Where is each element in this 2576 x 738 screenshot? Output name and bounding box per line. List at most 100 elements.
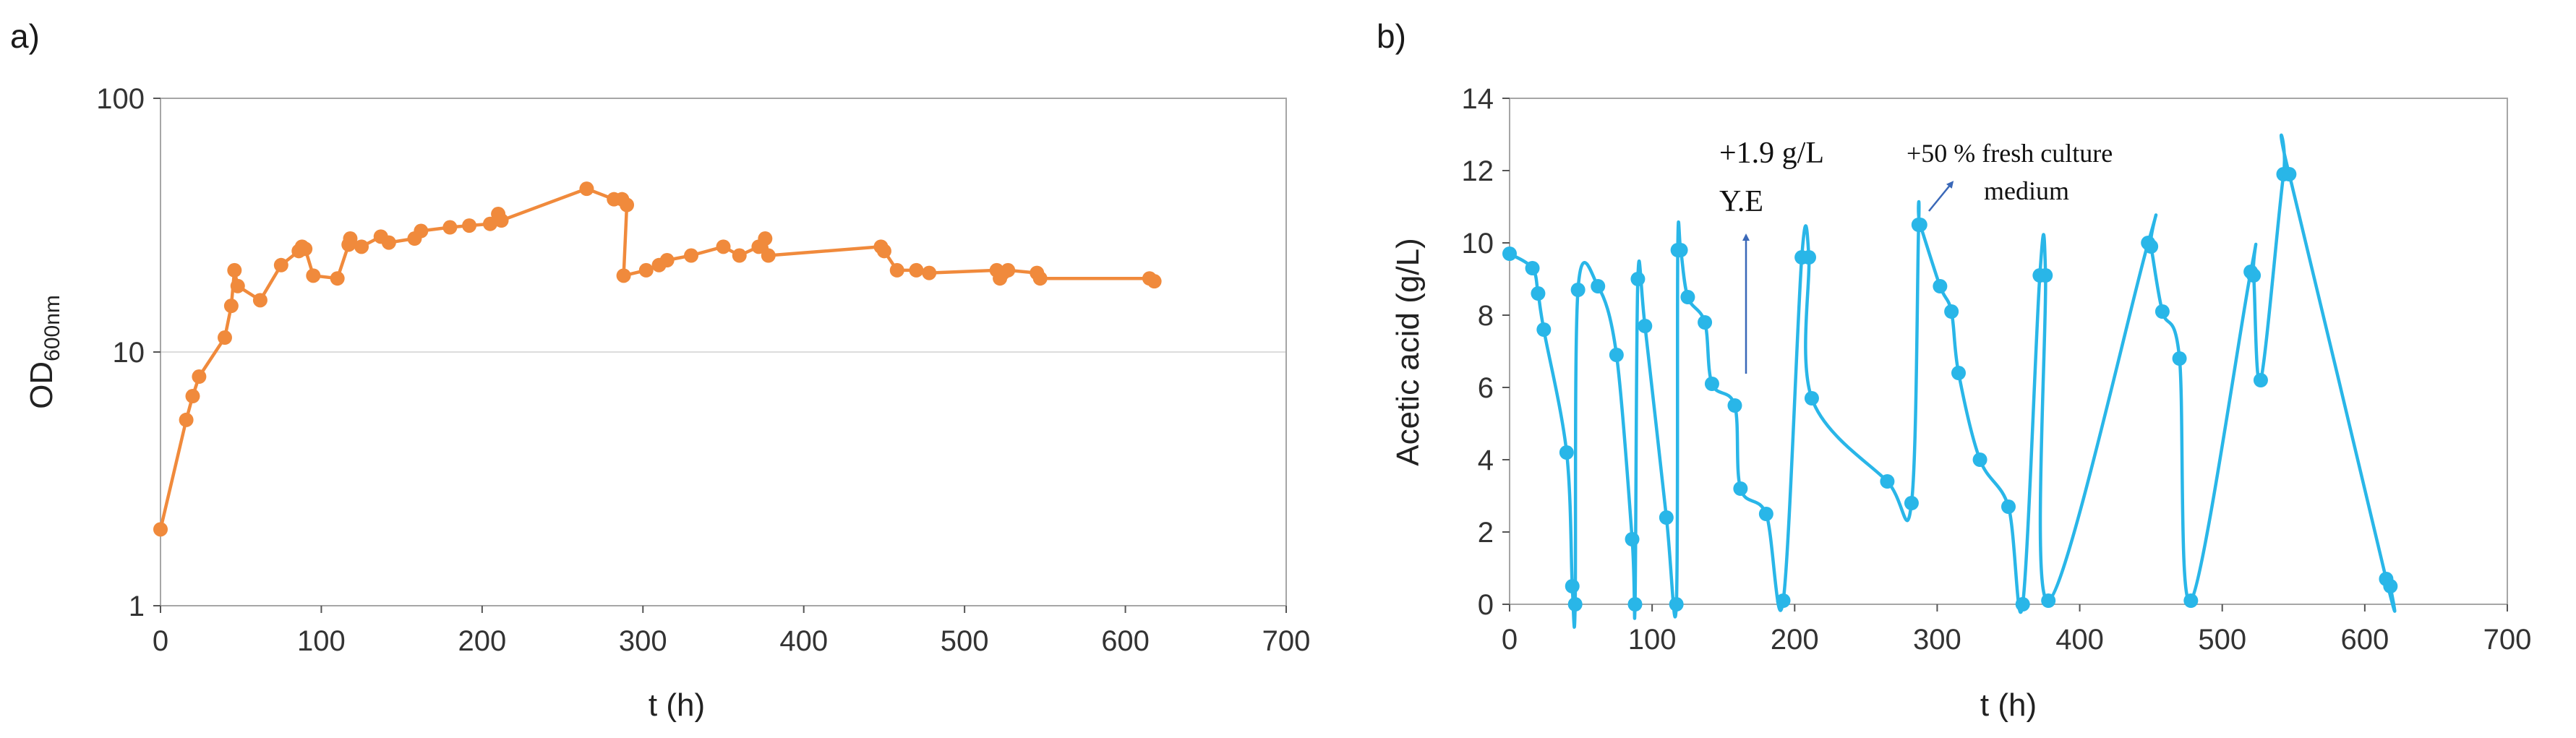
panel-b-acetic-acid-point-47 <box>2246 268 2262 283</box>
panel-a-od-point-35 <box>684 248 699 263</box>
panel-b-acetic-acid-point-35 <box>1972 452 1987 467</box>
panel-b-acetic-acid-point-12 <box>1630 272 1646 286</box>
panel-a-od-point-22 <box>442 220 458 235</box>
panel-b-plot-frame <box>1509 98 2508 605</box>
panel-a-od-point-51 <box>1032 271 1048 286</box>
panel-a-od-point-5 <box>223 299 239 314</box>
panel-b-acetic-acid-point-52 <box>2383 579 2398 593</box>
panel-b-acetic-acid-point-1 <box>1525 261 1540 275</box>
panel-a-x-tick-label-2: 200 <box>458 625 506 657</box>
panel-b-acetic-acid-point-24 <box>1776 593 1791 608</box>
panel-a-od-point-3 <box>192 369 207 385</box>
panel-b-acetic-acid-point-4 <box>1559 445 1574 460</box>
panel-a-label: a) <box>10 17 40 55</box>
panel-b-y-tick-label-0: 0 <box>1478 589 1494 621</box>
panel-b-x-tick-label-7: 700 <box>2483 624 2532 656</box>
panel-b-y-tick-label-2: 4 <box>1478 445 1494 476</box>
panel-a-od-point-27 <box>579 181 594 197</box>
panel-b-acetic-acid-point-44 <box>2172 351 2187 366</box>
panel-b-x-tick-label-0: 0 <box>1502 624 1518 656</box>
panel-b-y-tick-label-4: 8 <box>1478 300 1494 332</box>
panel-b-acetic-acid-point-23 <box>1758 507 1773 521</box>
panel-b-acetic-acid-point-34 <box>1951 366 1966 380</box>
panel-a-od-point-19 <box>381 235 396 250</box>
panel-a-od-point-49 <box>1001 262 1016 278</box>
panel-a-y-tick-label-1: 10 <box>113 337 145 369</box>
panel-a-od-point-4 <box>217 330 232 346</box>
panel-a-od-point-6 <box>227 262 242 278</box>
panel-a-y-tick-label-2: 100 <box>96 83 145 115</box>
panel-a-od-line <box>158 186 1155 530</box>
panel-b-y-tick-label-1: 2 <box>1478 517 1494 549</box>
panel-b-x-tick-label-3: 300 <box>1913 624 1961 656</box>
panel-b-acetic-acid-point-10 <box>1625 532 1640 546</box>
panel-a-x-tick-label-5: 500 <box>941 625 989 657</box>
panel-a-od-point-12 <box>298 241 313 257</box>
panel-a-od-point-1 <box>179 412 194 427</box>
fresh-medium-annotation-arrow <box>1928 181 1954 212</box>
panel-b-acetic-acid-point-45 <box>2183 593 2199 608</box>
panel-b-acetic-acid-point-50 <box>2282 167 2297 181</box>
panel-b-axes <box>1509 98 2508 605</box>
panel-b-y-tick-label-6: 12 <box>1462 155 1494 187</box>
panel-b-acetic-acid-chart: b) 0 2 4 6 8 10 12 14 0 100 200 300 400 500 600 700 t … <box>1377 17 2531 723</box>
panel-a-od-point-23 <box>462 218 477 233</box>
panel-b-x-axis-title: t (h) <box>1980 687 2037 723</box>
panel-a-od-point-44 <box>909 262 924 278</box>
panel-a-od-point-34 <box>659 253 675 268</box>
panel-a-od-point-13 <box>306 268 321 283</box>
panel-b-acetic-acid-point-2 <box>1531 286 1546 301</box>
panel-a-od-point-9 <box>273 257 288 273</box>
panel-b-acetic-acid-point-37 <box>2015 597 2030 612</box>
panel-a-od-point-16 <box>343 231 358 246</box>
panel-a-y-axis-title-sub: 600nm <box>40 295 64 361</box>
fresh-medium-annotation-line1: +50 % fresh culture <box>1907 139 2113 168</box>
panel-a-od-point-7 <box>230 278 245 293</box>
panel-a-od-chart: a) 1 10 100 0 100 200 300 400 500 600 700 t (h) O… <box>10 17 1310 723</box>
panel-b-acetic-acid-point-20 <box>1704 377 1719 391</box>
panel-b-acetic-acid-point-26 <box>1802 250 1816 265</box>
panel-b-acetic-acid-point-5 <box>1565 579 1580 593</box>
panel-b-x-ticks: 0 100 200 300 400 500 600 700 <box>1502 604 2532 656</box>
panel-b-acetic-acid-point-15 <box>1669 597 1684 612</box>
panel-b-acetic-acid-point-43 <box>2154 304 2170 319</box>
panel-b-acetic-acid-point-32 <box>1933 279 1948 293</box>
panel-a-y-axis-title: OD600nm <box>24 295 64 409</box>
panel-a-x-tick-label-3: 300 <box>619 625 667 657</box>
ye-annotation-line1: +1.9 g/L <box>1719 137 1824 170</box>
panel-a-od-point-0 <box>153 522 168 537</box>
panel-b-acetic-acid-point-8 <box>1591 279 1606 293</box>
panel-b-acetic-acid-point-33 <box>1944 304 1959 319</box>
panel-a-od-point-26 <box>494 213 509 228</box>
panel-b-acetic-acid-point-42 <box>2144 239 2159 254</box>
panel-b-acetic-acid-point-31 <box>1912 218 1927 232</box>
panel-b-acetic-acid-point-9 <box>1609 348 1624 362</box>
panel-a-od-point-21 <box>414 223 429 239</box>
panel-b-label: b) <box>1377 17 1406 55</box>
panel-b-series <box>1502 133 2398 629</box>
panel-a-od-point-36 <box>716 239 731 254</box>
panel-a-od-point-43 <box>889 262 904 278</box>
panel-b-y-tick-label-7: 14 <box>1462 83 1494 115</box>
panel-a-od-point-37 <box>732 248 747 263</box>
panel-a-x-axis-title: t (h) <box>649 687 705 723</box>
panel-a-od-point-31 <box>616 268 631 283</box>
panel-b-acetic-acid-point-11 <box>1627 597 1643 612</box>
panel-b-acetic-acid-point-39 <box>2038 268 2053 283</box>
panel-b-acetic-acid-point-29 <box>1904 496 1919 510</box>
panel-a-series <box>153 181 1162 537</box>
panel-a-od-point-42 <box>876 244 891 259</box>
panel-b-acetic-acid-point-19 <box>1698 315 1713 330</box>
panel-b-y-tick-label-3: 6 <box>1478 372 1494 404</box>
panel-a-x-tick-label-1: 100 <box>297 625 346 657</box>
panel-b-y-ticks: 0 2 4 6 8 10 12 14 <box>1462 83 1510 621</box>
panel-b-acetic-acid-point-21 <box>1727 398 1742 413</box>
panel-a-x-ticks: 0 100 200 300 400 500 600 700 <box>153 606 1310 657</box>
panel-b-acetic-acid-point-0 <box>1502 246 1517 261</box>
panel-b-acetic-acid-point-36 <box>2001 499 2016 514</box>
panel-b-acetic-acid-point-6 <box>1567 597 1583 612</box>
panel-b-x-tick-label-4: 400 <box>2055 624 2104 656</box>
panel-b-acetic-acid-point-28 <box>1880 474 1895 489</box>
panel-a-y-ticks: 1 10 100 <box>96 83 161 622</box>
